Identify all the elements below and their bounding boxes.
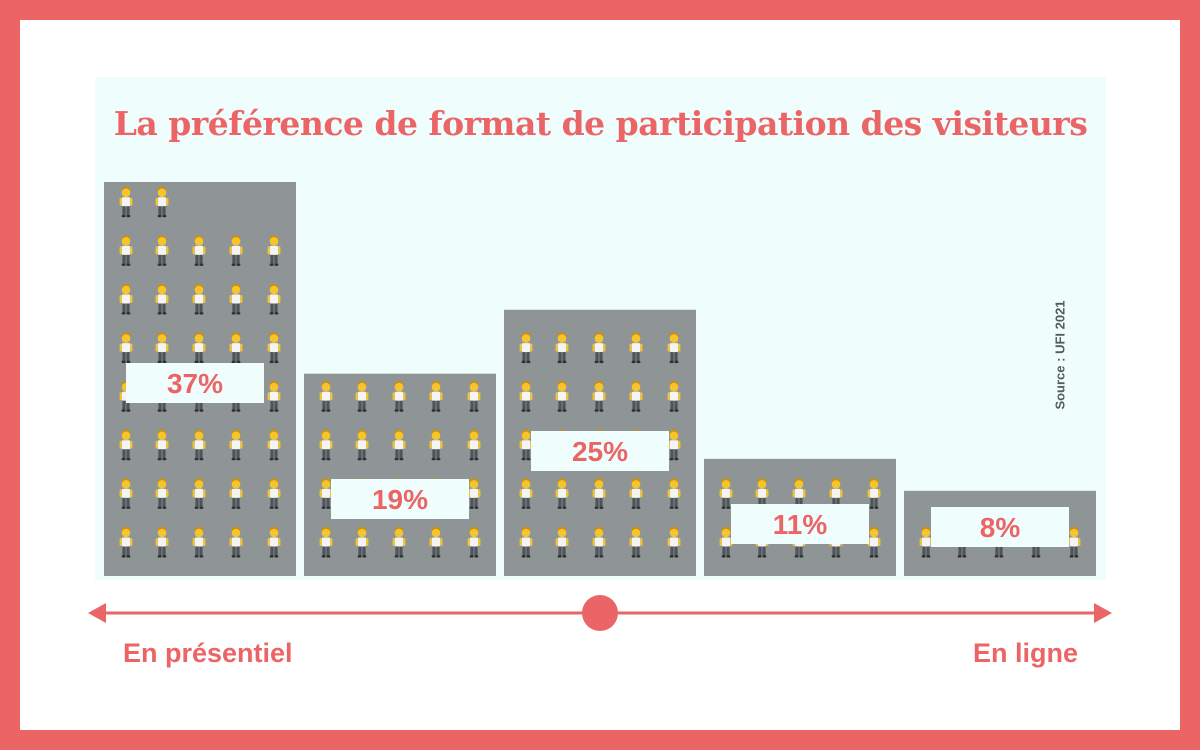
value-label-box	[731, 504, 869, 544]
bar-group: 25%	[504, 309, 696, 576]
bar-group: 8%	[904, 490, 1096, 576]
axis-arrow-left-icon	[88, 603, 106, 623]
bars-layer: 37% 19% 25% 11% 8%	[104, 182, 1096, 576]
axis-midpoint-dot	[582, 595, 618, 631]
bar-group: 37%	[104, 182, 296, 576]
source-note: Source : UFI 2021	[1052, 300, 1068, 410]
bar-group: 11%	[704, 458, 896, 576]
value-label-box	[531, 431, 669, 471]
bar-group: 19%	[304, 373, 496, 576]
axis-arrow-right-icon	[1094, 603, 1112, 623]
value-label-box	[126, 363, 264, 403]
axis-label-online: En ligne	[972, 638, 1078, 668]
value-label: 25%	[572, 436, 628, 467]
value-label-box	[331, 479, 469, 519]
value-label-box	[931, 507, 1069, 547]
axis-label-in-person: En présentiel	[123, 638, 293, 668]
value-label: 19%	[372, 484, 428, 515]
value-label: 37%	[167, 368, 223, 399]
value-label: 11%	[773, 509, 828, 540]
chart-title: La préférence de format de participation…	[113, 104, 1088, 143]
value-label: 8%	[980, 512, 1021, 543]
